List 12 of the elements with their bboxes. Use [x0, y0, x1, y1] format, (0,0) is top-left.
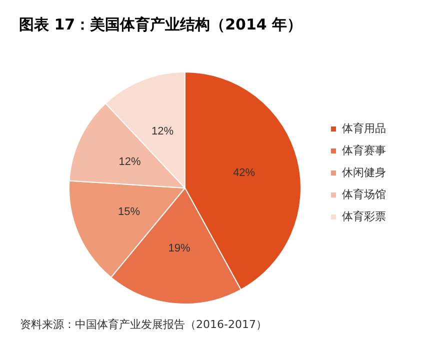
- text: 资料来源：中国体育产业发展报告（2016-2017）: [20, 318, 267, 331]
- data-label: 19%: [168, 242, 190, 255]
- legend-label: 体育赛事: [342, 144, 386, 157]
- legend-label: 体育用品: [342, 122, 386, 135]
- data-label: 12%: [118, 156, 142, 168]
- legend-label: 休闲健身: [342, 167, 386, 179]
- data-label: 12%: [152, 125, 174, 138]
- legend-label: 体育彩票: [342, 210, 386, 223]
- data-label: 42%: [233, 166, 256, 179]
- chart-title: 图表 17：美国体育产业结构（2014 年）: [19, 16, 302, 34]
- data-label: 15%: [118, 206, 140, 218]
- legend-label: 体育场馆: [342, 188, 386, 201]
